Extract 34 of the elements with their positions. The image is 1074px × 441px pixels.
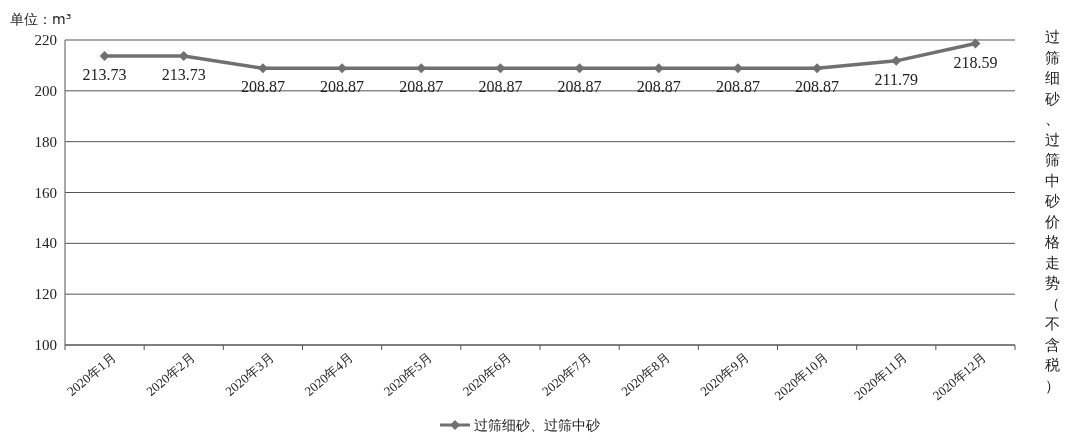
x-tick-label: 2020年2月 (143, 349, 198, 399)
legend-label: 过筛细砂、过筛中砂 (474, 417, 600, 433)
x-tick-label: 2020年10月 (771, 349, 832, 404)
data-label: 218.59 (953, 53, 998, 71)
data-label: 213.73 (161, 65, 206, 83)
x-tick-label: 2020年12月 (929, 349, 990, 404)
data-label: 211.79 (874, 70, 918, 88)
y-tick-label: 220 (34, 32, 57, 48)
x-tick-label: 2020年11月 (851, 349, 911, 403)
chart-title: 过筛细砂、过筛中砂价格走势（不含税） (1044, 28, 1060, 395)
y-axis-title: 单位：m³ (10, 11, 72, 27)
data-label: 208.87 (715, 78, 760, 96)
y-tick-label: 200 (34, 82, 57, 99)
data-label: 208.87 (795, 78, 840, 96)
y-tick-label: 160 (34, 184, 57, 201)
y-tick-label: 100 (34, 337, 57, 353)
data-label: 208.87 (320, 78, 365, 96)
data-label: 208.87 (240, 78, 285, 96)
x-tick-label: 2020年8月 (618, 349, 673, 399)
x-tick-label: 2020年3月 (222, 349, 277, 399)
x-tick-label: 2020年4月 (301, 349, 357, 399)
y-tick-label: 180 (34, 133, 57, 150)
x-tick-label: 2020年9月 (697, 349, 752, 399)
data-label: 208.87 (478, 78, 523, 96)
data-label: 213.73 (82, 65, 127, 83)
x-tick-label: 2020年1月 (64, 349, 119, 399)
y-tick-label: 120 (34, 286, 57, 303)
x-tick-label: 2020年7月 (539, 349, 594, 399)
data-label: 208.87 (557, 78, 602, 96)
data-label: 208.87 (636, 78, 681, 96)
y-tick-label: 140 (34, 235, 57, 252)
data-label: 208.87 (399, 78, 444, 96)
x-tick-label: 2020年5月 (380, 349, 436, 399)
x-tick-label: 2020年6月 (459, 349, 515, 399)
